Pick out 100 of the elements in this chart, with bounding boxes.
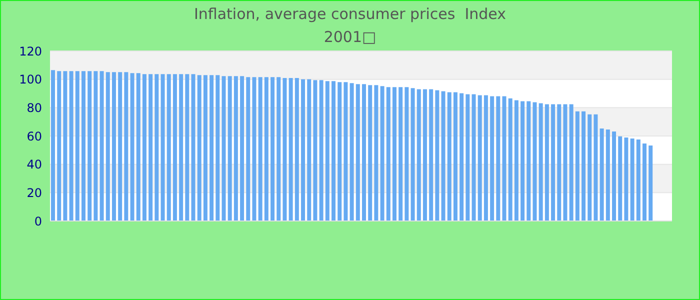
bar	[136, 73, 140, 221]
bar	[94, 71, 98, 221]
bar	[532, 102, 537, 221]
bar	[100, 71, 104, 221]
bar	[453, 92, 458, 221]
bar	[380, 86, 384, 221]
bar	[216, 75, 220, 221]
bar	[441, 91, 446, 221]
bar	[484, 95, 488, 221]
bar	[106, 72, 110, 221]
bar	[435, 90, 440, 221]
bar	[374, 85, 378, 221]
bar	[172, 74, 177, 221]
bar	[344, 82, 348, 221]
bar	[398, 87, 403, 221]
bar	[410, 88, 415, 221]
bar	[166, 74, 171, 221]
bar	[612, 131, 616, 221]
bar	[69, 71, 74, 221]
bar	[606, 129, 610, 221]
bar	[203, 75, 208, 221]
bar	[544, 104, 549, 221]
bar	[185, 74, 190, 221]
bar	[642, 144, 647, 221]
bar	[246, 77, 250, 221]
bar	[582, 111, 586, 221]
bar	[222, 76, 226, 221]
bar	[386, 87, 390, 221]
bar	[563, 104, 568, 221]
bar	[490, 96, 494, 221]
bar	[154, 74, 159, 221]
bar	[179, 74, 184, 221]
chart-subtitle: 2001□	[322, 28, 378, 46]
bar	[88, 71, 92, 221]
bar	[588, 114, 592, 221]
bar	[557, 104, 562, 221]
bar	[636, 140, 640, 221]
y-tick-label: 0	[34, 214, 42, 228]
bar	[319, 80, 324, 221]
y-tick-label: 100	[19, 72, 42, 87]
bar	[551, 104, 556, 221]
bar	[350, 83, 354, 221]
bar	[392, 87, 396, 221]
bar	[234, 76, 238, 221]
bar	[264, 77, 268, 221]
bar	[416, 89, 421, 221]
bar	[294, 78, 299, 221]
bar	[57, 71, 62, 221]
bar	[630, 138, 634, 221]
bar	[270, 77, 275, 221]
chart-title: Inflation, average consumer prices Index	[192, 5, 508, 23]
bar	[51, 70, 55, 221]
bar	[160, 74, 165, 221]
bar	[197, 75, 202, 221]
bar	[478, 95, 482, 221]
bar	[422, 89, 427, 221]
bar	[520, 101, 525, 221]
bar	[325, 81, 330, 221]
y-tick-label: 80	[26, 100, 42, 115]
bar	[307, 79, 312, 221]
bar	[63, 71, 68, 221]
bar	[472, 94, 476, 221]
bar	[618, 136, 622, 221]
bar	[569, 104, 574, 221]
bar	[124, 72, 128, 221]
bar	[81, 71, 86, 221]
bar	[282, 78, 287, 221]
bar	[362, 84, 366, 221]
bar	[258, 77, 262, 221]
y-tick-label: 20	[26, 186, 42, 200]
bar	[429, 89, 434, 221]
bar	[191, 74, 196, 221]
bar	[575, 111, 580, 221]
bar	[624, 138, 628, 221]
bar	[594, 114, 598, 221]
bar	[276, 77, 281, 221]
bar	[466, 94, 470, 221]
bar	[508, 98, 512, 221]
bar	[514, 100, 518, 221]
bar	[338, 82, 342, 221]
bar	[288, 78, 293, 221]
bar	[526, 101, 531, 221]
bar	[313, 80, 318, 221]
bar	[75, 71, 80, 221]
bar	[332, 81, 336, 221]
bar	[112, 72, 116, 221]
bar	[210, 75, 214, 221]
y-tick-label: 120	[19, 44, 42, 58]
bar	[118, 72, 122, 221]
bar	[538, 103, 543, 221]
bar	[496, 96, 500, 221]
bar	[502, 96, 506, 221]
bar	[148, 74, 153, 221]
y-tick-label: 60	[26, 129, 42, 144]
bar	[130, 73, 134, 221]
bar	[240, 76, 244, 221]
bar	[252, 77, 256, 221]
bar	[447, 92, 452, 221]
bar	[356, 84, 360, 221]
bar	[142, 74, 146, 221]
